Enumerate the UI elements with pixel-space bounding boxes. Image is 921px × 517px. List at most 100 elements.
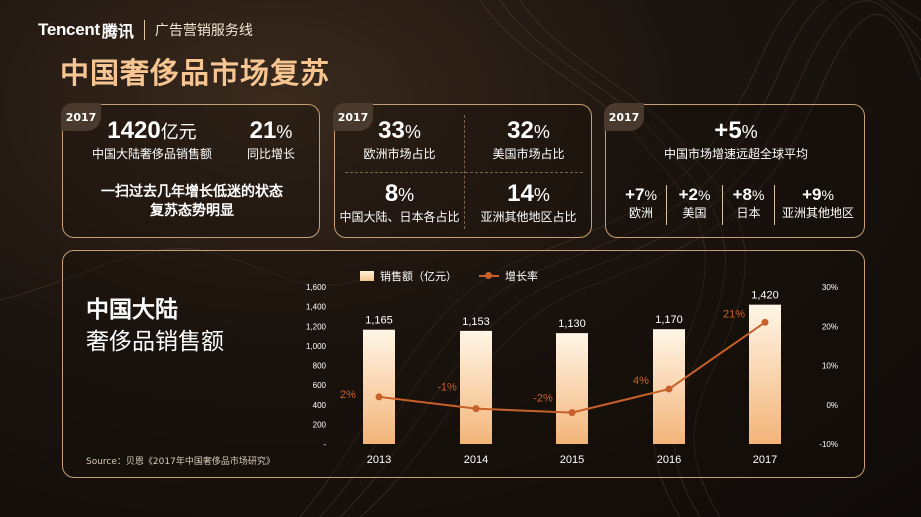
stat-value: 8 — [384, 180, 399, 207]
stat-unit: % — [533, 185, 550, 205]
card1-note-line1: 一扫过去几年增长低迷的状态 — [101, 184, 283, 200]
brand-logo-cn: 腾讯 — [101, 22, 134, 41]
header-subtitle: 广告营销服务线 — [154, 23, 253, 39]
card2-divider-h — [345, 172, 583, 173]
legend-line-swatch — [479, 272, 499, 279]
region-value: +2 — [678, 185, 698, 204]
y-left-tick-label: 600 — [313, 381, 327, 390]
card1-note-line2: 复苏态势明显 — [150, 203, 234, 219]
header: Tencent 腾讯 广告营销服务线 — [38, 16, 253, 44]
year-badge: 2017 — [61, 103, 101, 131]
stat-europe-share: 33% 欧洲市场占比 — [335, 117, 464, 162]
stat-unit: % — [533, 122, 550, 142]
y-left-tick-label: 800 — [313, 362, 327, 371]
stat-growth-unit: % — [276, 122, 293, 142]
region-label: 美国 — [682, 206, 707, 220]
region-unit: % — [697, 187, 711, 203]
y-left-tick-label: 1,000 — [306, 342, 327, 351]
page-title: 中国奢侈品市场复苏 — [60, 56, 331, 90]
legend-line-label: 增长率 — [505, 270, 538, 283]
stat-region-japan: +8% 日本 — [723, 185, 774, 221]
bar-value-label: 1,165 — [365, 315, 393, 327]
growth-value-label: -2% — [533, 393, 553, 405]
stat-china-growth-label: 中国市场增速远超全球平均 — [663, 147, 808, 161]
stat-label: 亚洲其他地区占比 — [480, 210, 577, 224]
bar-value-label: 1,130 — [558, 318, 586, 330]
growth-point — [472, 405, 480, 413]
y-left-tick-label: 400 — [313, 401, 327, 410]
growth-value-label: 4% — [633, 375, 649, 387]
stat-growth-label: 同比增长 — [246, 147, 295, 161]
bar-value-label: 1,420 — [751, 290, 779, 302]
x-tick-label: 2016 — [657, 454, 681, 466]
stat-label: 中国大陆、日本各占比 — [339, 210, 460, 224]
region-unit: % — [751, 187, 765, 203]
y-left-tick-label: 200 — [313, 420, 327, 429]
stat-sales-value: 1420 — [107, 117, 161, 144]
x-tick-label: 2014 — [464, 454, 488, 466]
x-tick-label: 2013 — [367, 454, 391, 466]
region-value: +7 — [625, 185, 645, 204]
card-china-sales: 2017 1420亿元 中国大陆奢侈品销售额 21% 同比增长 一扫过去几年增长… — [61, 103, 321, 238]
y-left-tick-label: - — [323, 440, 326, 449]
bar — [749, 304, 781, 444]
region-value: +9 — [802, 185, 822, 204]
y-right-tick-label: -10% — [819, 440, 838, 449]
stat-china-growth-unit: % — [741, 122, 758, 142]
stat-region-us: +2% 美国 — [667, 185, 722, 221]
stat-growth-value: 21 — [249, 117, 277, 144]
y-right-tick-label: 10% — [822, 362, 838, 371]
year-badge: 2017 — [604, 103, 644, 131]
y-left-tick-label: 1,400 — [306, 303, 327, 312]
y-right-tick-label: 0% — [826, 401, 838, 410]
stat-sales: 1420亿元 中国大陆奢侈品销售额 — [77, 117, 227, 162]
stat-label: 欧洲市场占比 — [363, 147, 436, 161]
bar-value-label: 1,153 — [462, 316, 490, 328]
region-label: 日本 — [736, 206, 761, 220]
growth-point — [568, 409, 576, 417]
region-divider — [774, 185, 775, 225]
stat-value: 33 — [378, 117, 405, 144]
x-tick-label: 2017 — [753, 454, 777, 466]
stat-china-growth: +5% 中国市场增速远超全球平均 — [606, 117, 866, 162]
growth-point — [375, 393, 383, 401]
stat-asia-other-share: 14% 亚洲其他地区占比 — [464, 180, 593, 225]
y-right-tick-label: 30% — [822, 283, 838, 292]
region-unit: % — [644, 187, 657, 203]
stat-sales-unit: 亿元 — [160, 122, 197, 142]
y-left-tick-label: 1,200 — [306, 322, 327, 331]
stat-region-asia-other: +9% 亚洲其他地区 — [775, 185, 861, 221]
x-tick-label: 2015 — [560, 454, 584, 466]
chart-legend: 销售额（亿元） 增长率 — [360, 268, 538, 284]
region-value: +8 — [732, 185, 752, 204]
growth-value-label: 21% — [723, 308, 745, 320]
stat-china-japan-share: 8% 中国大陆、日本各占比 — [335, 180, 464, 225]
region-label: 欧洲 — [628, 206, 653, 220]
region-unit: % — [821, 187, 834, 203]
bar-value-label: 1,170 — [655, 314, 683, 326]
region-divider — [722, 185, 723, 225]
card1-note: 一扫过去几年增长低迷的状态 复苏态势明显 — [63, 183, 321, 221]
stat-sales-label: 中国大陆奢侈品销售额 — [91, 147, 212, 161]
growth-point — [665, 385, 673, 393]
stat-value: 14 — [507, 180, 534, 207]
y-right-tick-label: 20% — [822, 322, 838, 331]
card-growth-rate: 2017 +5% 中国市场增速远超全球平均 +7% 欧洲 +2% 美国 +8% … — [604, 103, 866, 238]
header-divider — [143, 20, 145, 40]
growth-value-label: -1% — [437, 382, 457, 394]
region-divider — [666, 185, 667, 225]
bar — [556, 333, 588, 444]
bar — [460, 330, 492, 444]
stat-china-growth-value: +5 — [714, 117, 742, 144]
brand-logo: Tencent — [38, 20, 100, 39]
y-left-tick-label: 1,600 — [306, 283, 327, 292]
chart-title-line2: 奢侈品销售额 — [86, 329, 224, 355]
stat-region-europe: +7% 欧洲 — [616, 185, 666, 221]
growth-value-label: 2% — [340, 389, 356, 401]
region-label: 亚洲其他地区 — [781, 206, 854, 220]
stat-unit: % — [404, 122, 421, 142]
legend-bar-swatch — [360, 271, 374, 281]
stat-growth: 21% 同比增长 — [231, 117, 311, 162]
chart-source: Source：贝恩《2017年中国奢侈品市场研究》 — [86, 457, 275, 467]
